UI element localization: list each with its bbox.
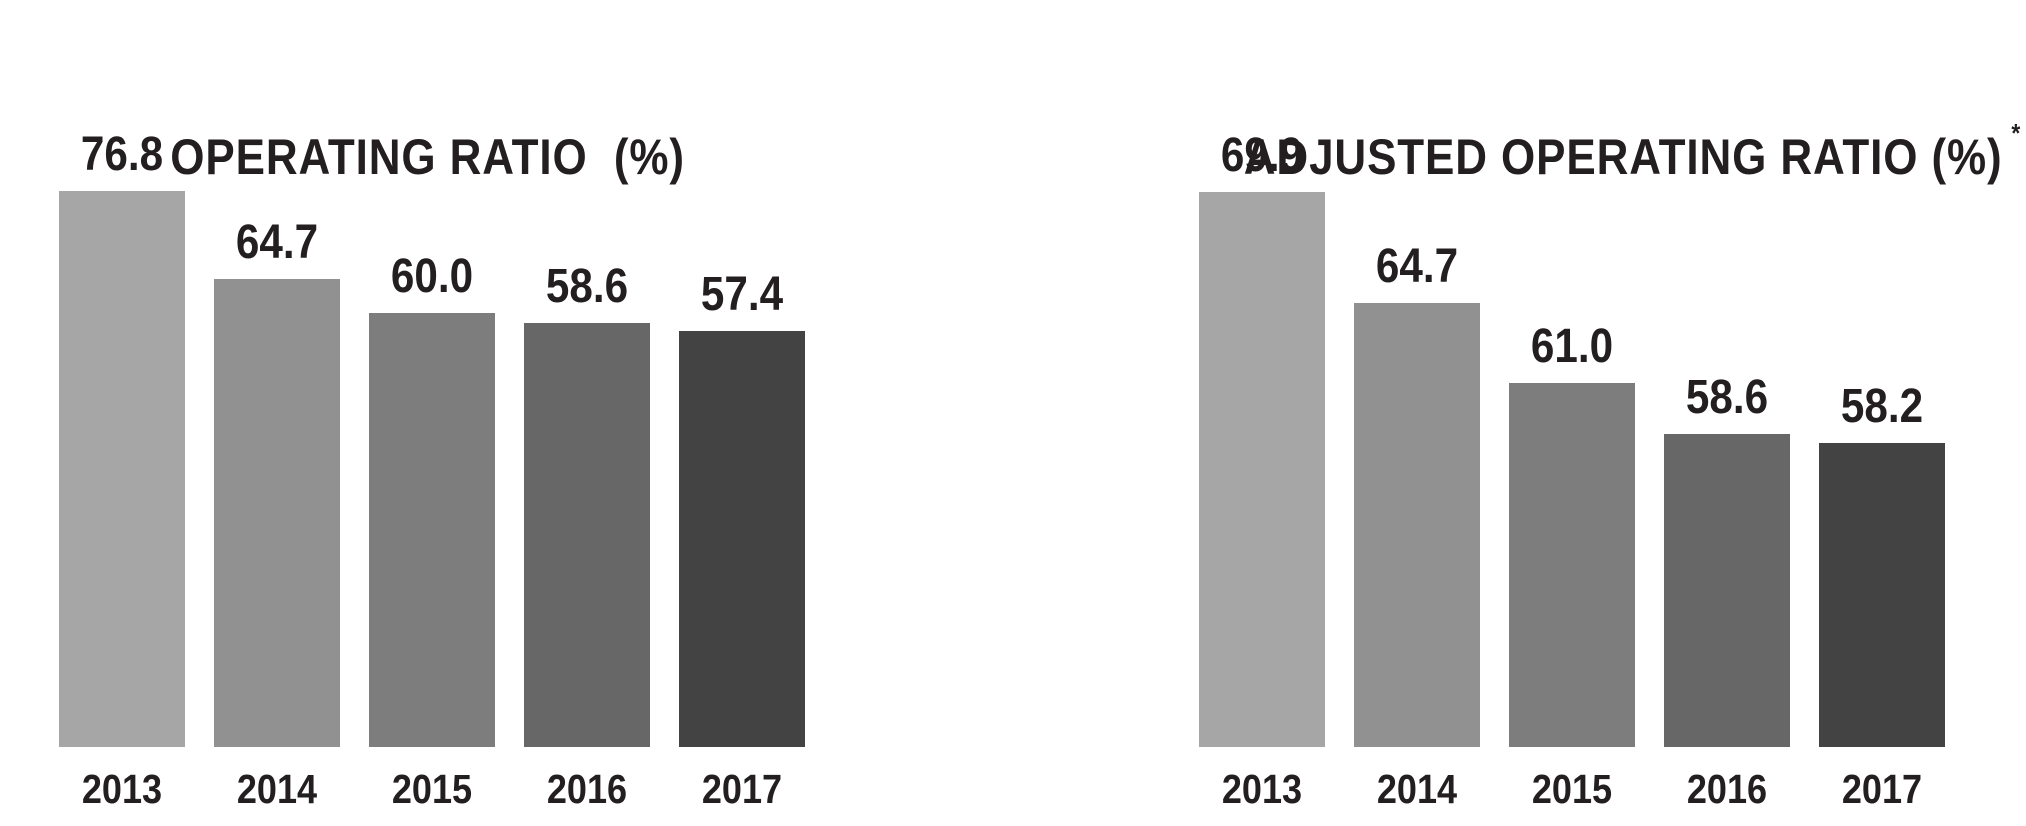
chart-title: ADJUSTED OPERATING RATIO (%) * [1244,120,2021,182]
x-axis-label: 2014 [236,766,318,812]
x-axis-label: 2017 [701,766,783,812]
bar-value-label: 58.6 [1685,371,1769,424]
chart-title-footnote-marker: * [2011,117,2021,148]
x-axis-label: 2014 [1376,766,1458,812]
bar-2017: 57.4 2017 [679,271,805,810]
adjusted-operating-ratio-chart: ADJUSTED OPERATING RATIO (%) * 69.9 2013 64… [1199,0,2021,826]
x-axis-label: 2017 [1841,766,1923,812]
x-axis-label: 2013 [81,766,163,812]
bar-2013: 76.8 2013 [59,131,185,810]
bar-2014: 64.7 2014 [1354,243,1480,810]
bar-value-label: 57.4 [700,268,784,321]
bar-2015: 61.0 2015 [1509,323,1635,810]
bar-2013: 69.9 2013 [1199,132,1325,810]
x-axis-label: 2016 [1686,766,1768,812]
bar-value-label: 64.7 [235,216,319,269]
bar-plot: 69.9 2013 64.7 2014 61.0 2015 58.6 2016 58.2 2017 [1199,0,1945,826]
bar-2016: 58.6 2016 [1664,374,1790,810]
bar-value-label: 60.0 [390,250,474,303]
bar-value-label: 76.8 [80,128,164,181]
x-axis-label: 2015 [391,766,473,812]
bar-value-label: 58.6 [545,260,629,313]
chart-title: OPERATING RATIO (%) [104,132,760,182]
bar-2014: 64.7 2014 [214,219,340,810]
bar-value-label: 61.0 [1530,320,1614,373]
bar-2017: 58.2 2017 [1819,383,1945,810]
bar-plot: 76.8 2013 64.7 2014 60.0 2015 58.6 2016 57.4 2017 [59,0,805,826]
x-axis-label: 2013 [1221,766,1303,812]
chart-title-text: ADJUSTED OPERATING RATIO (%) [1243,128,2003,185]
bar-value-label: 58.2 [1840,380,1924,433]
bar-value-label: 69.9 [1220,129,1304,182]
bar-value-label: 64.7 [1375,240,1459,293]
x-axis-label: 2015 [1531,766,1613,812]
chart-title-text: OPERATING RATIO (%) [170,128,685,185]
bar-2015: 60.0 2015 [369,253,495,810]
x-axis-label: 2016 [546,766,628,812]
bar-2016: 58.6 2016 [524,263,650,810]
operating-ratio-chart: OPERATING RATIO (%) 76.8 2013 64.7 2014 60.0… [59,0,805,826]
